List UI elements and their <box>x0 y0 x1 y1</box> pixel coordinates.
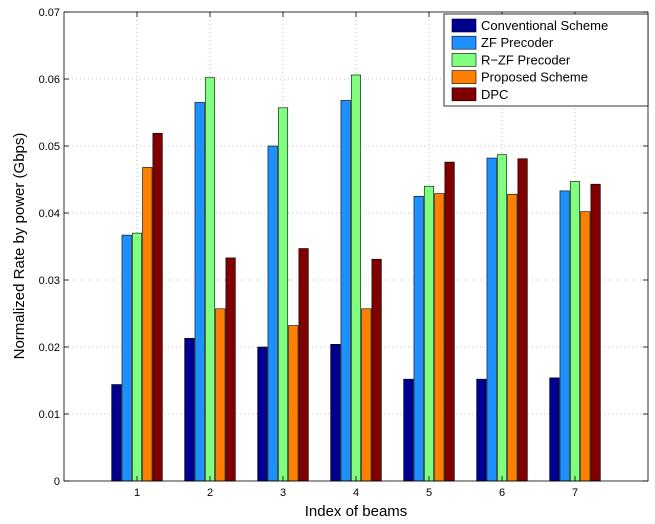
y-tick-label: 0.05 <box>39 141 60 153</box>
bar <box>371 258 382 482</box>
bar <box>257 346 268 482</box>
bar <box>569 181 581 482</box>
bar <box>267 145 278 482</box>
x-tick-label: 6 <box>499 487 505 499</box>
bar <box>507 193 518 482</box>
legend-swatch <box>451 87 477 102</box>
bar <box>204 77 216 482</box>
legend-label: Proposed Scheme <box>481 70 588 85</box>
bar <box>330 344 341 482</box>
legend-label: ZF Precoder <box>481 35 554 50</box>
y-tick-label: 0.04 <box>39 208 60 220</box>
bar <box>590 183 601 482</box>
legend-swatch <box>451 53 477 67</box>
bar <box>549 377 560 482</box>
bar <box>517 158 528 482</box>
x-tick-label: 4 <box>353 487 359 499</box>
bar <box>423 185 435 482</box>
legend: Conventional Scheme ZF Precoder R−ZF Preco… <box>443 13 649 107</box>
legend-swatch <box>451 35 477 50</box>
bar <box>361 308 372 482</box>
bar <box>152 132 163 482</box>
bar <box>111 384 122 482</box>
axis-ticks: 0 0.01 0.02 0.03 0.04 0.05 0.06 0.07 1 2 3 4 5 6 7 <box>39 7 648 499</box>
y-tick-label: 0.01 <box>39 409 60 421</box>
bars <box>111 74 601 482</box>
bar <box>340 100 351 482</box>
bar <box>486 157 497 482</box>
bar <box>476 378 487 482</box>
bar <box>559 190 570 482</box>
bar <box>225 257 236 482</box>
bar <box>277 107 289 482</box>
bar <box>215 308 226 482</box>
x-tick-label: 7 <box>572 487 578 499</box>
y-tick-label: 0.02 <box>39 342 60 354</box>
bar <box>403 378 414 482</box>
legend-swatch <box>451 70 477 84</box>
x-tick-label: 5 <box>426 487 432 499</box>
bar <box>288 325 299 482</box>
y-axis-title: Normalized Rate by power (Gbps) <box>11 133 28 360</box>
bar <box>434 193 445 482</box>
legend-label: R−ZF Precoder <box>481 52 571 67</box>
x-axis-title: Index of beams <box>305 503 408 520</box>
bar <box>184 337 195 482</box>
y-tick-label: 0.03 <box>39 275 60 287</box>
bar <box>413 195 424 482</box>
legend-label: Conventional Scheme <box>481 18 608 33</box>
y-tick-label: 0.07 <box>39 7 60 19</box>
x-tick-label: 2 <box>207 487 213 499</box>
bar <box>350 74 362 482</box>
x-tick-label: 1 <box>134 487 140 499</box>
bar <box>298 248 309 482</box>
legend-box <box>443 13 649 107</box>
y-tick-label: 0.06 <box>39 74 60 86</box>
bar <box>580 211 591 482</box>
legend-label: DPC <box>481 87 508 102</box>
bar <box>142 167 153 482</box>
legend-swatch <box>451 18 477 33</box>
bar <box>121 234 132 482</box>
bar <box>496 154 508 482</box>
y-tick-label: 0 <box>54 476 60 488</box>
bar <box>194 102 205 482</box>
x-tick-label: 3 <box>280 487 286 499</box>
bar <box>444 161 455 482</box>
bar <box>131 232 143 482</box>
